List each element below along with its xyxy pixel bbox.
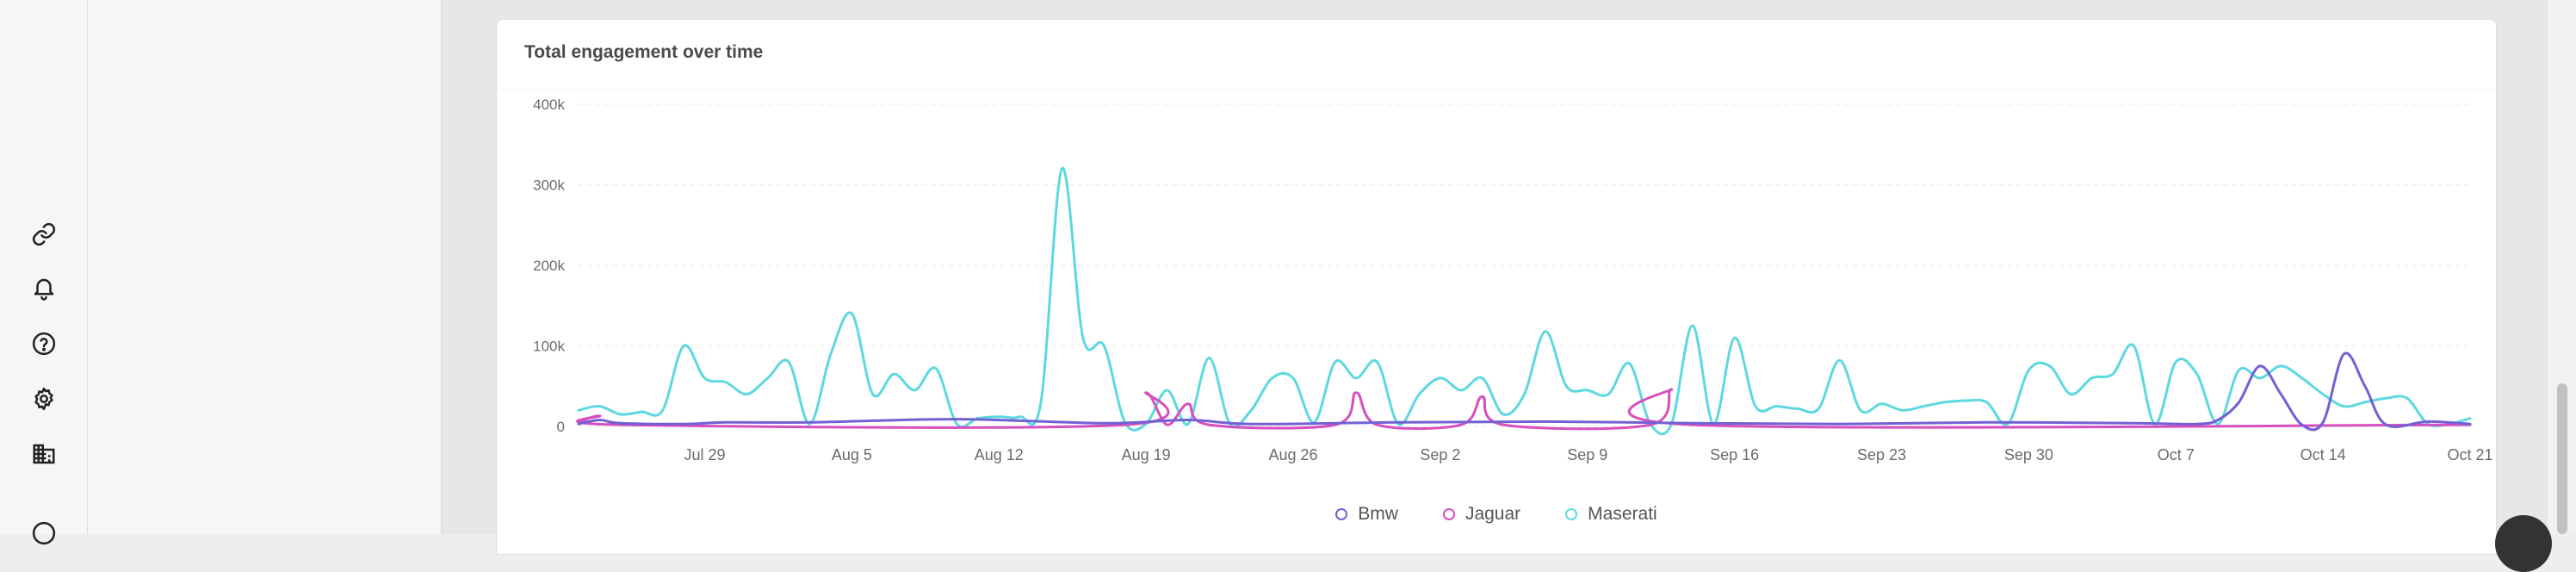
y-tick-label: 0 (557, 419, 565, 435)
legend-swatch-maserati (1565, 508, 1578, 520)
x-tick-label: Sep 9 (1567, 446, 1607, 463)
link-icon[interactable] (28, 218, 60, 251)
organization-icon[interactable] (28, 438, 60, 470)
x-tick-label: Oct 14 (2300, 446, 2346, 463)
x-tick-label: Sep 30 (2004, 446, 2053, 463)
x-tick-label: Sep 16 (1710, 446, 1759, 463)
help-icon[interactable] (28, 327, 60, 360)
more-icon[interactable] (28, 517, 60, 550)
legend-swatch-jaguar (1442, 508, 1455, 520)
x-tick-label: Aug 19 (1122, 446, 1171, 463)
chart-card: Total engagement over time 0 100k 200k 300k… (496, 19, 2497, 555)
legend-swatch-bmw (1335, 508, 1348, 520)
legend-item-bmw[interactable]: Bmw (1335, 504, 1398, 525)
x-tick-label: Aug 12 (975, 446, 1024, 463)
legend-label-jaguar: Jaguar (1464, 504, 1521, 524)
scrollbar[interactable] (2548, 0, 2576, 534)
chat-button[interactable] (2495, 515, 2552, 572)
legend-label-maserati: Maserati (1588, 504, 1657, 524)
y-tick-label: 300k (533, 177, 565, 194)
settings-icon[interactable] (28, 382, 60, 415)
series-line-jaguar (576, 388, 2472, 431)
series-line-bmw (577, 351, 2472, 432)
x-tick-label: Aug 26 (1268, 446, 1317, 463)
x-tick-label: Aug 5 (832, 446, 872, 463)
y-tick-label: 100k (533, 339, 565, 355)
x-tick-label: Sep 23 (1857, 446, 1906, 463)
card-divider (497, 89, 2496, 90)
y-tick-label: 400k (533, 96, 565, 113)
legend-item-jaguar[interactable]: Jaguar (1442, 504, 1521, 525)
y-tick-label: 200k (533, 258, 565, 274)
chart-legend: Bmw Jaguar Maserati (497, 504, 2496, 525)
scrollbar-thumb[interactable] (2557, 383, 2567, 534)
navigation-panel (88, 0, 442, 534)
x-tick-label: Oct 7 (2158, 446, 2195, 463)
x-tick-label: Jul 29 (684, 446, 725, 463)
bell-icon[interactable] (28, 272, 60, 305)
line-chart: 0 100k 200k 300k 400k Jul 29 Aug 5 Aug 12 Aug 19… (533, 96, 2492, 463)
chart-title: Total engagement over time (524, 42, 764, 62)
legend-label-bmw: Bmw (1358, 504, 1398, 524)
legend-item-maserati[interactable]: Maserati (1565, 504, 1657, 525)
series-line-maserati (577, 167, 2472, 436)
icon-rail (0, 0, 88, 545)
x-tick-label: Oct 21 (2447, 446, 2492, 463)
x-tick-label: Sep 2 (1420, 446, 1460, 463)
